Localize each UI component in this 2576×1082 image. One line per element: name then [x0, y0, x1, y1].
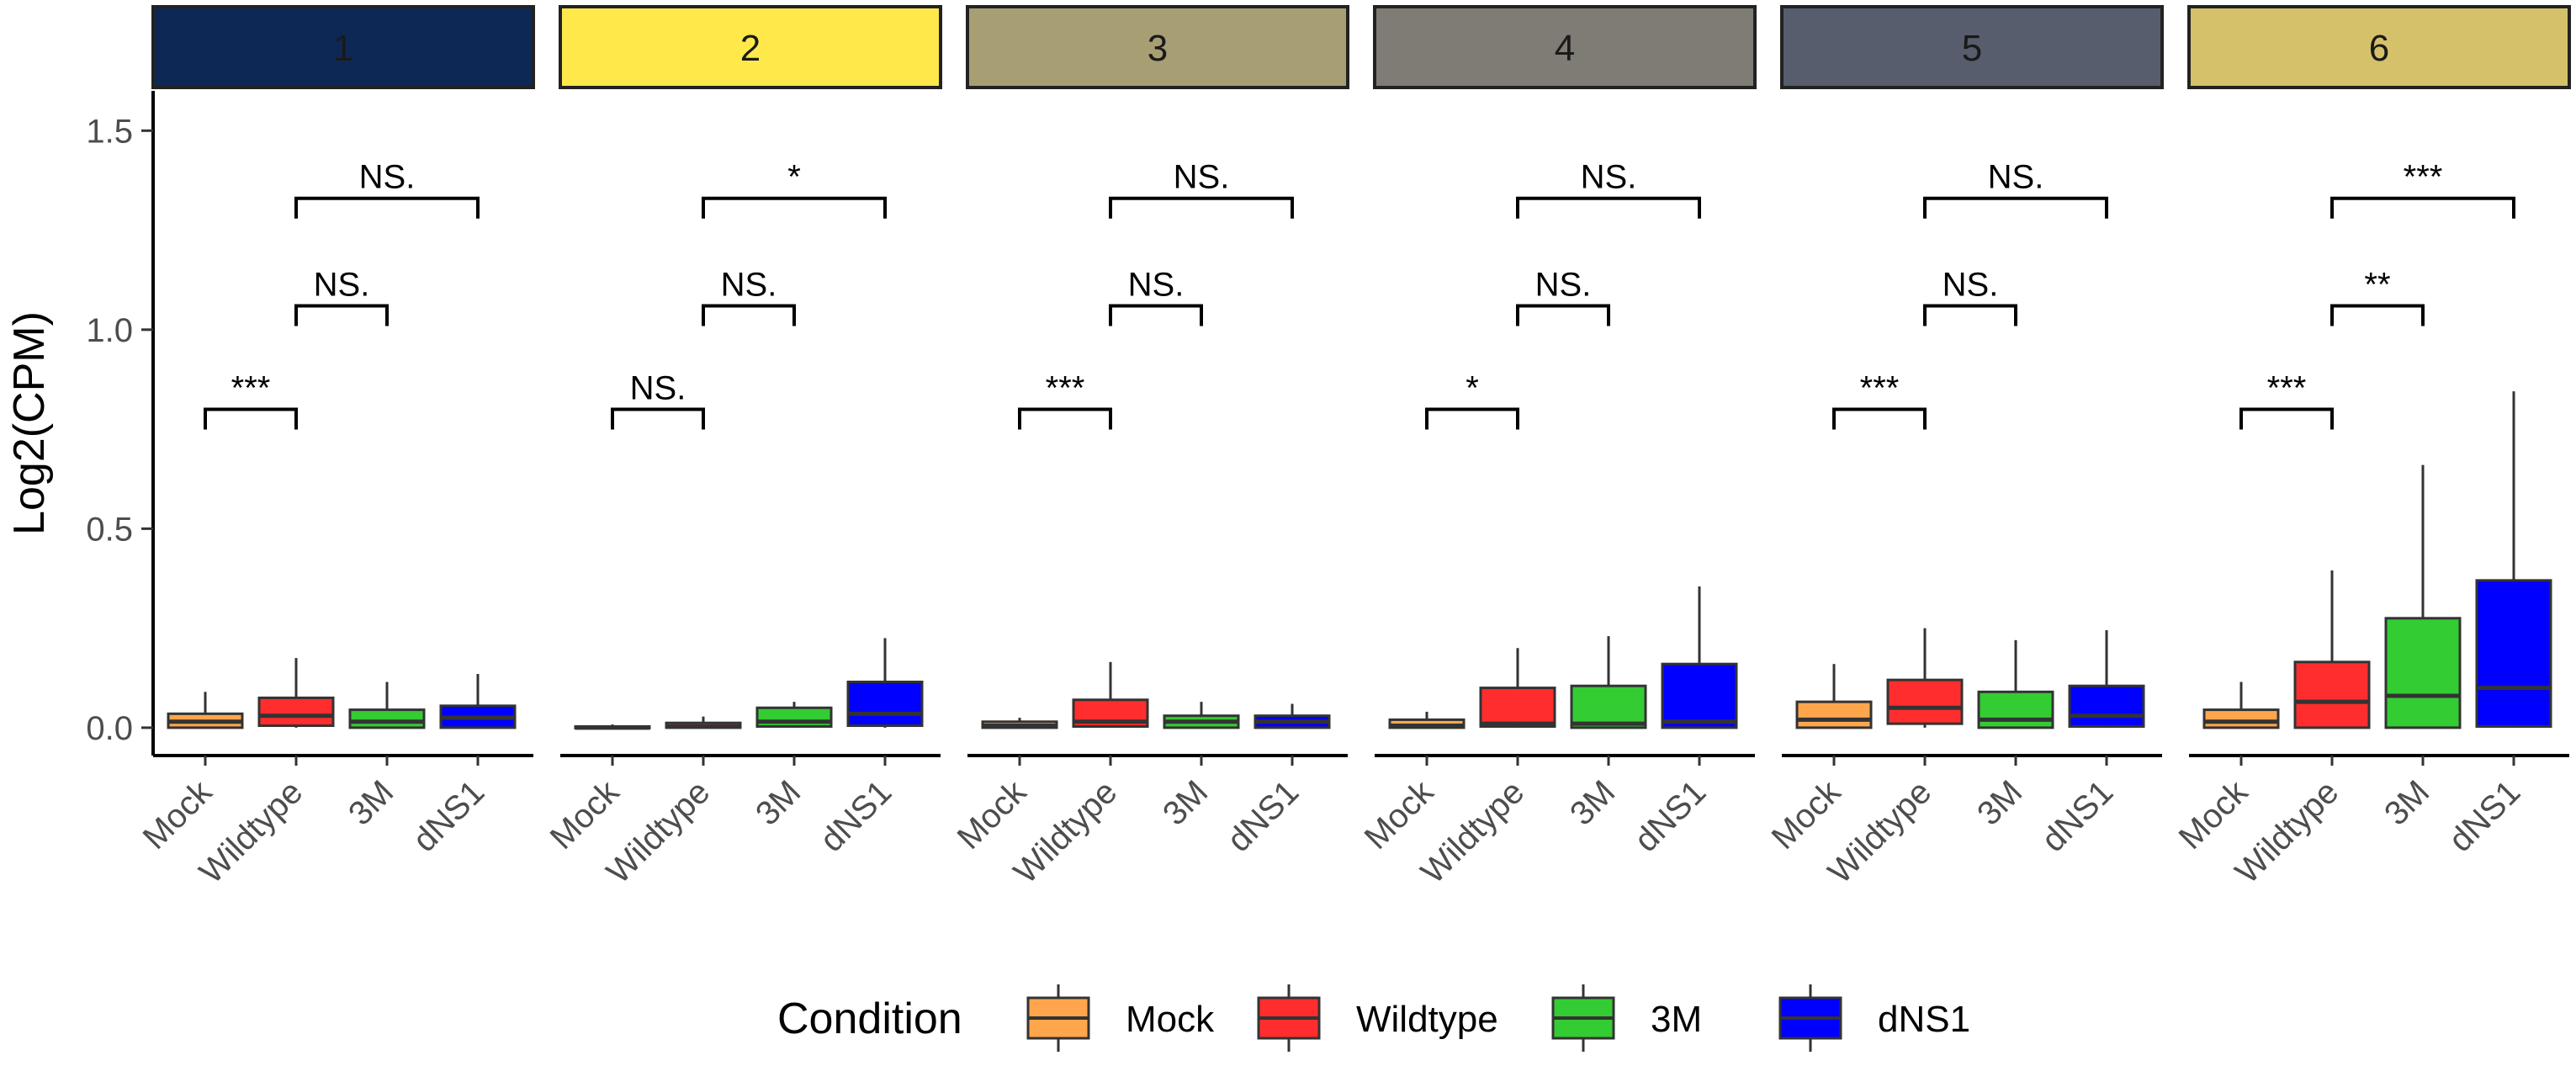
- significance-bracket: [611, 407, 705, 430]
- significance-label: ***: [2267, 369, 2307, 406]
- significance-bracket: [294, 196, 480, 219]
- facet-strip-label: 2: [740, 28, 761, 69]
- box-mock: [1795, 700, 1873, 729]
- x-tick-label: 3M: [1970, 773, 2029, 832]
- significance-label: **: [2364, 266, 2390, 303]
- significance-bracket: [1516, 304, 1610, 326]
- legend-entry-label: dNS1: [1878, 999, 1970, 1040]
- box-wildtype: [1479, 687, 1556, 728]
- facet-strip-label: 6: [2369, 28, 2389, 69]
- significance-bracket: [2239, 407, 2334, 430]
- x-tick-label: 3M: [749, 773, 808, 832]
- significance-label: NS.: [359, 159, 416, 196]
- box-dns1: [1661, 662, 1738, 729]
- y-tick-label: 0.5: [86, 511, 133, 548]
- x-tick-label: dNS1: [813, 773, 898, 859]
- facet-strip: [2187, 5, 2571, 89]
- significance-label: ***: [1860, 369, 1900, 406]
- significance-bracket: [1109, 196, 1294, 219]
- facet-strip: [151, 5, 535, 89]
- x-tick-label: 3M: [1563, 773, 1622, 832]
- y-tick-label: 0.0: [86, 710, 133, 747]
- significance-label: NS.: [1174, 159, 1230, 196]
- box-3m: [1977, 690, 2054, 729]
- box-wildtype: [257, 696, 335, 728]
- significance-bracket: [1018, 407, 1112, 430]
- significance-label: NS.: [1581, 159, 1637, 196]
- legend-entry-label: 3M: [1651, 999, 1702, 1040]
- x-tick-label: Mock: [136, 773, 220, 857]
- facet-strip-label: 3: [1148, 28, 1168, 69]
- facet-strip-label: 1: [333, 28, 353, 69]
- x-tick-label: Mock: [1765, 773, 1848, 857]
- significance-bracket: [1923, 304, 2017, 326]
- significance-label: NS.: [1535, 266, 1592, 303]
- significance-label: NS.: [1988, 159, 2044, 196]
- x-tick-label: 3M: [1156, 773, 1215, 832]
- facet-strip: [966, 5, 1349, 89]
- legend-title: Condition: [777, 994, 962, 1043]
- significance-bracket: [1425, 407, 1519, 430]
- facet-strip: [559, 5, 942, 89]
- legend-entry-label: Mock: [1126, 999, 1215, 1040]
- significance-bracket: [1516, 196, 1701, 219]
- y-axis-title: Log2(CPM): [5, 311, 54, 535]
- x-tick-label: Mock: [543, 773, 627, 857]
- box-3m: [348, 708, 426, 729]
- x-tick-label: dNS1: [405, 773, 491, 859]
- significance-label: *: [1466, 369, 1479, 406]
- legend-entry-label: Wildtype: [1356, 999, 1498, 1040]
- x-tick-label: Mock: [2172, 773, 2255, 857]
- significance-bracket: [2330, 196, 2515, 219]
- x-tick-label: dNS1: [1627, 773, 1713, 859]
- significance-bracket: [702, 304, 796, 326]
- box-wildtype: [1886, 678, 1964, 725]
- x-tick-label: 3M: [2377, 773, 2436, 832]
- box-dns1: [2475, 579, 2552, 728]
- significance-label: NS.: [1943, 266, 1999, 303]
- box-dns1: [2068, 684, 2145, 728]
- significance-bracket: [2330, 304, 2425, 326]
- box-mock: [2202, 708, 2280, 729]
- significance-label: NS.: [314, 266, 370, 303]
- significance-bracket: [1923, 196, 2108, 219]
- significance-bracket: [294, 304, 389, 326]
- facet-strip: [1373, 5, 1757, 89]
- y-tick-label: 1.5: [86, 113, 133, 150]
- significance-label: ***: [231, 369, 271, 406]
- x-tick-label: dNS1: [2034, 773, 2120, 859]
- significance-bracket: [1832, 407, 1927, 430]
- facet-strip: [1780, 5, 2164, 89]
- x-tick-label: Mock: [951, 773, 1034, 857]
- significance-label: *: [787, 159, 801, 196]
- significance-label: ***: [1046, 369, 1085, 406]
- significance-label: NS.: [1128, 266, 1185, 303]
- box-dns1: [846, 680, 924, 728]
- x-tick-label: dNS1: [1220, 773, 1306, 859]
- facet-strip-label: 5: [1962, 28, 1982, 69]
- box-3m: [2384, 617, 2462, 729]
- y-tick-label: 1.0: [86, 312, 133, 349]
- significance-label: ***: [2404, 159, 2443, 196]
- significance-bracket: [204, 407, 298, 430]
- box-wildtype: [2293, 660, 2371, 729]
- significance-label: NS.: [630, 369, 686, 406]
- significance-bracket: [1109, 304, 1203, 326]
- significance-label: NS.: [721, 266, 777, 303]
- significance-bracket: [702, 196, 887, 219]
- x-tick-label: dNS1: [2441, 773, 2527, 859]
- x-tick-label: Mock: [1358, 773, 1441, 857]
- box-3m: [1570, 684, 1647, 729]
- facet-strip-label: 4: [1555, 28, 1575, 69]
- x-tick-label: 3M: [342, 773, 400, 832]
